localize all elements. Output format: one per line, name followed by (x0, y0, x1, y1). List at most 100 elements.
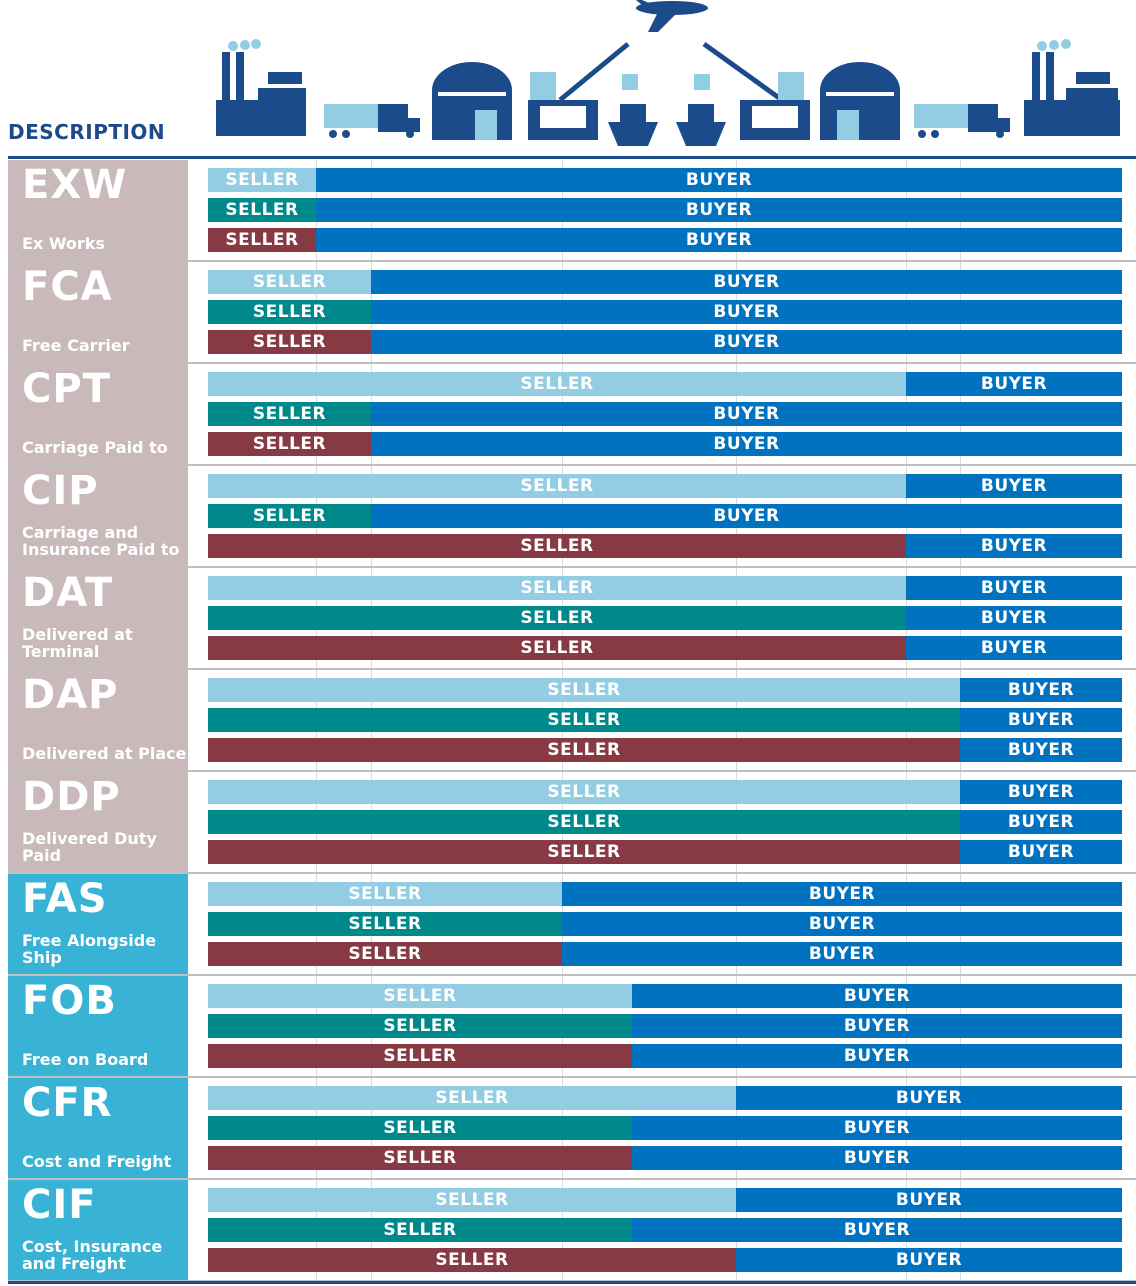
term-description: FAS Free Alongside Ship (8, 874, 188, 974)
responsibility-bar: SELLER BUYER (208, 708, 1122, 732)
buyer-segment: BUYER (960, 840, 1122, 864)
seller-segment: SELLER (208, 270, 371, 294)
seller-segment: SELLER (208, 1014, 632, 1038)
incoterm-row-exw: EXW Ex Works SELLER BUYER SELLER BUYER SELLER B… (8, 160, 1136, 262)
buyer-segment: BUYER (371, 330, 1122, 354)
row-divider (8, 770, 1136, 772)
seller-segment: SELLER (208, 882, 562, 906)
responsibility-bar: SELLER BUYER (208, 504, 1122, 528)
term-description: CIP Carriage and Insurance Paid to (8, 466, 188, 566)
buyer-segment: BUYER (906, 606, 1122, 630)
buyer-segment: BUYER (736, 1248, 1122, 1272)
buyer-segment: BUYER (906, 534, 1122, 558)
term-description: CFR Cost and Freight (8, 1078, 188, 1178)
responsibility-bar: SELLER BUYER (208, 1086, 1122, 1110)
buyer-segment: BUYER (632, 1014, 1122, 1038)
responsibility-bar: SELLER BUYER (208, 840, 1122, 864)
term-description: DDP Delivered Duty Paid (8, 772, 188, 872)
header-divider (8, 156, 1136, 159)
responsibility-bar: SELLER BUYER (208, 300, 1122, 324)
term-name: Delivered at Place (22, 744, 187, 763)
responsibility-bar: SELLER BUYER (208, 912, 1122, 936)
bottom-divider (8, 1281, 1136, 1284)
responsibility-bar: SELLER BUYER (208, 474, 1122, 498)
buyer-segment: BUYER (562, 942, 1122, 966)
term-name: Free Carrier (22, 336, 130, 355)
seller-segment: SELLER (208, 606, 906, 630)
responsibility-bar: SELLER BUYER (208, 1014, 1122, 1038)
term-code: FAS (22, 876, 108, 922)
seller-segment: SELLER (208, 228, 316, 252)
seller-segment: SELLER (208, 984, 632, 1008)
incoterm-row-cip: CIP Carriage and Insurance Paid to SELLER B… (8, 466, 1136, 568)
responsibility-bar: SELLER BUYER (208, 1248, 1122, 1272)
incoterm-row-fca: FCA Free Carrier SELLER BUYER SELLER BUYER SEL… (8, 262, 1136, 364)
seller-segment: SELLER (208, 576, 906, 600)
incoterm-row-dap: DAP Delivered at Place SELLER BUYER SELLER BU… (8, 670, 1136, 772)
seller-segment: SELLER (208, 636, 906, 660)
seller-segment: SELLER (208, 1146, 632, 1170)
buyer-segment: BUYER (632, 1116, 1122, 1140)
buyer-segment: BUYER (371, 300, 1122, 324)
term-name: Cost, Insurance and Freight (22, 1237, 163, 1273)
buyer-segment: BUYER (736, 1188, 1122, 1212)
term-name: Ex Works (22, 234, 105, 253)
supply-chain-icons (216, 0, 1120, 146)
factory-icon (216, 39, 306, 136)
seller-segment: SELLER (208, 1188, 736, 1212)
buyer-segment: BUYER (371, 402, 1122, 426)
responsibility-bar: SELLER BUYER (208, 270, 1122, 294)
responsibility-bar: SELLER BUYER (208, 1044, 1122, 1068)
incoterm-row-fas: FAS Free Alongside Ship SELLER BUYER SELLER B… (8, 874, 1136, 976)
buyer-segment: BUYER (960, 738, 1122, 762)
responsibility-bar: SELLER BUYER (208, 432, 1122, 456)
port-crane-icon (702, 41, 810, 140)
responsibility-bar: SELLER BUYER (208, 1116, 1122, 1140)
buyer-segment: BUYER (906, 372, 1122, 396)
seller-segment: SELLER (208, 942, 562, 966)
term-code: FCA (22, 264, 113, 310)
term-description: FOB Free on Board (8, 976, 188, 1076)
seller-segment: SELLER (208, 1116, 632, 1140)
responsibility-bar: SELLER BUYER (208, 1218, 1122, 1242)
term-code: FOB (22, 978, 117, 1024)
port-crane-icon (528, 42, 630, 140)
term-name: Carriage and Insurance Paid to (22, 523, 180, 559)
buyer-segment: BUYER (316, 198, 1122, 222)
seller-segment: SELLER (208, 402, 371, 426)
buyer-segment: BUYER (316, 168, 1122, 192)
responsibility-bar: SELLER BUYER (208, 606, 1122, 630)
row-divider (8, 464, 1136, 466)
seller-segment: SELLER (208, 300, 371, 324)
warehouse-icon (820, 62, 900, 140)
responsibility-bar: SELLER BUYER (208, 1146, 1122, 1170)
seller-segment: SELLER (208, 912, 562, 936)
responsibility-bar: SELLER BUYER (208, 198, 1122, 222)
incoterm-row-dat: DAT Delivered at Terminal SELLER BUYER SELLE… (8, 568, 1136, 670)
buyer-segment: BUYER (371, 432, 1122, 456)
term-code: CIF (22, 1182, 97, 1228)
buyer-segment: BUYER (562, 882, 1122, 906)
buyer-segment: BUYER (960, 678, 1122, 702)
responsibility-bar: SELLER BUYER (208, 942, 1122, 966)
seller-segment: SELLER (208, 1086, 736, 1110)
responsibility-bar: SELLER BUYER (208, 330, 1122, 354)
buyer-segment: BUYER (632, 1218, 1122, 1242)
seller-segment: SELLER (208, 1044, 632, 1068)
responsibility-bar: SELLER BUYER (208, 168, 1122, 192)
seller-segment: SELLER (208, 1248, 736, 1272)
term-code: EXW (22, 162, 128, 208)
responsibility-bar: SELLER BUYER (208, 402, 1122, 426)
seller-segment: SELLER (208, 678, 960, 702)
responsibility-bar: SELLER BUYER (208, 1188, 1122, 1212)
seller-segment: SELLER (208, 810, 960, 834)
responsibility-bar: SELLER BUYER (208, 534, 1122, 558)
buyer-segment: BUYER (562, 912, 1122, 936)
responsibility-bar: SELLER BUYER (208, 636, 1122, 660)
row-divider (8, 872, 1136, 874)
term-code: DDP (22, 774, 121, 820)
buyer-segment: BUYER (960, 780, 1122, 804)
truck-icon (914, 104, 1010, 138)
seller-segment: SELLER (208, 432, 371, 456)
term-description: FCA Free Carrier (8, 262, 188, 362)
